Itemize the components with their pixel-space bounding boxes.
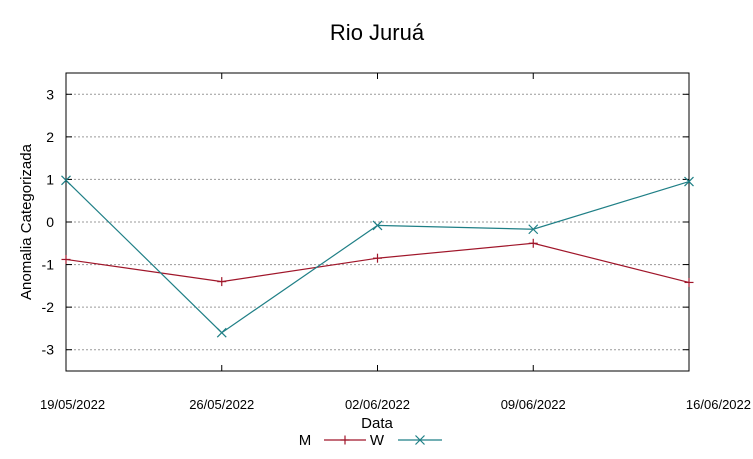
y-axis-label: Anomalia Categorizada	[18, 143, 35, 300]
data-point	[61, 175, 71, 186]
y-tick-label: 0	[46, 214, 54, 230]
chart-title: Rio Juruá	[330, 20, 425, 45]
data-point	[684, 277, 694, 287]
series-layer	[61, 175, 694, 338]
legend-item-M: M	[299, 432, 366, 449]
series-W	[61, 175, 694, 338]
data-point	[528, 238, 538, 248]
data-point	[684, 176, 694, 187]
data-point	[217, 277, 227, 287]
y-tick-label: -3	[42, 342, 55, 358]
legend-label: W	[370, 432, 385, 449]
y-tick-label: 3	[46, 86, 54, 102]
x-tick-label: 02/06/2022	[345, 397, 410, 412]
y-tick-label: 2	[46, 129, 54, 145]
x-axis-label: Data	[361, 415, 393, 432]
x-axis: 19/05/2022 26/05/2022 02/06/2022 09/06/2022…	[40, 73, 751, 412]
series-line	[65, 242, 690, 284]
grid-lines	[66, 93, 689, 351]
data-point	[216, 327, 227, 338]
legend-marker	[415, 435, 425, 445]
y-tick-label: -1	[42, 257, 55, 273]
data-point	[61, 254, 71, 264]
x-tick-label: 19/05/2022	[40, 397, 105, 412]
y-tick-label: 1	[46, 171, 54, 187]
legend-label: M	[299, 432, 312, 449]
data-point	[373, 253, 382, 263]
x-tick-label: 09/06/2022	[501, 397, 566, 412]
data-point	[528, 224, 539, 235]
legend-marker	[340, 435, 350, 445]
y-axis: 3 2 1 0 -1 -2 -3	[42, 86, 689, 358]
x-tick-label: 26/05/2022	[189, 397, 254, 412]
y-tick-label: -2	[42, 299, 55, 315]
x-tick-label: 16/06/2022	[686, 397, 751, 412]
series-M	[61, 238, 694, 287]
legend-item-W: W	[370, 432, 442, 449]
data-point	[372, 220, 383, 231]
